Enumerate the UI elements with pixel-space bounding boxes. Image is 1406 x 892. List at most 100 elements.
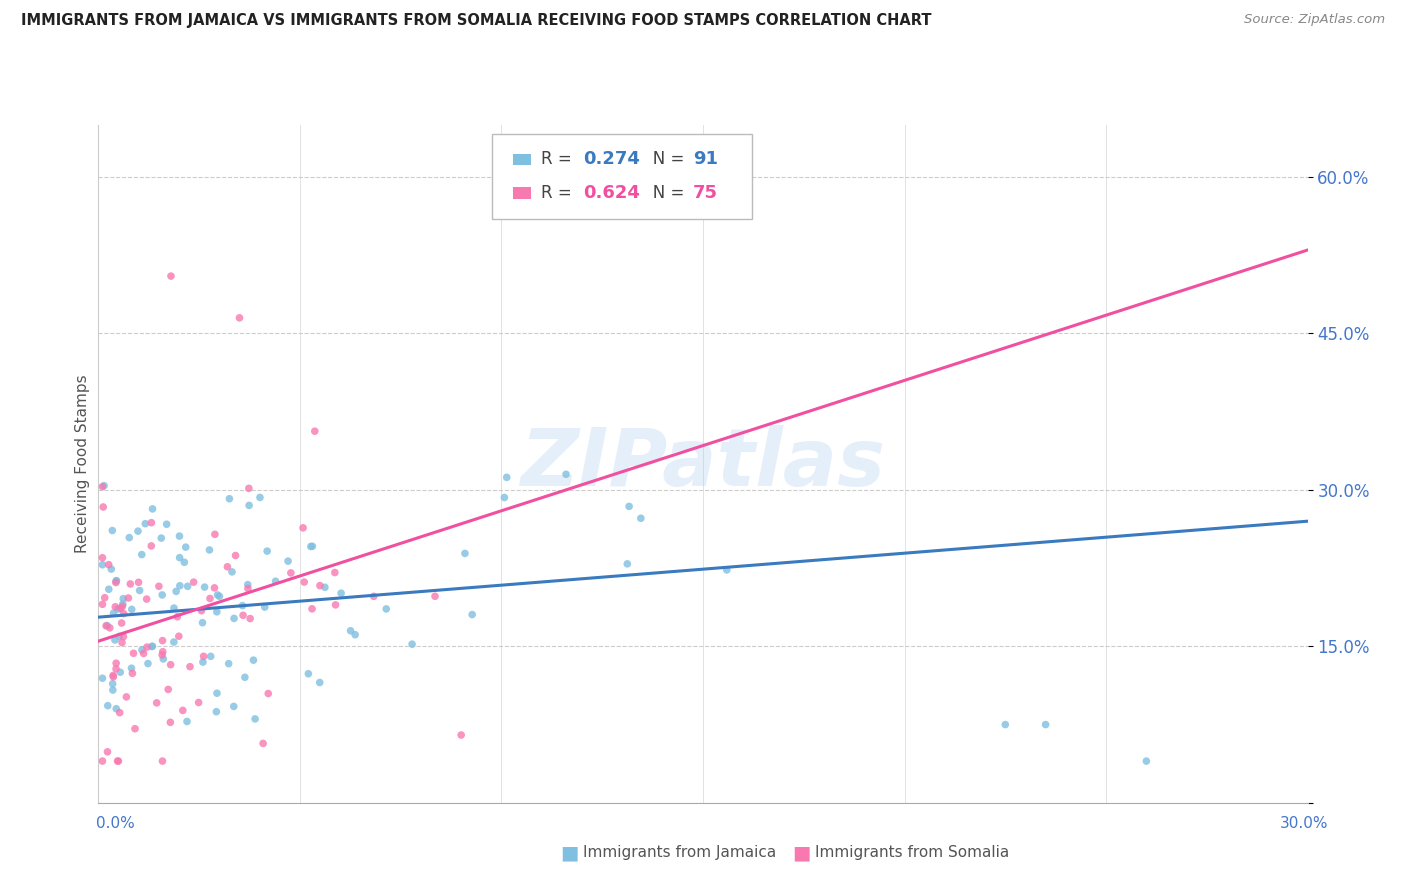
- Point: [120, 577, 142, 591]
- Point: [110, 601, 132, 615]
- Point: [231, 599, 253, 613]
- Point: [91, 550, 114, 565]
- Point: [191, 615, 214, 630]
- Point: [363, 590, 385, 604]
- Point: [152, 645, 174, 659]
- Point: [128, 583, 150, 598]
- Text: 91: 91: [693, 151, 718, 169]
- Point: [127, 524, 149, 538]
- Text: R =: R =: [541, 184, 578, 202]
- Point: [136, 657, 159, 671]
- Point: [148, 579, 170, 593]
- Text: R =: R =: [541, 151, 578, 169]
- Point: [108, 706, 131, 720]
- Point: [121, 666, 143, 681]
- Point: [105, 574, 128, 588]
- Point: [141, 640, 163, 654]
- Point: [93, 591, 115, 605]
- Point: [111, 599, 134, 614]
- Point: [152, 754, 174, 768]
- Point: [111, 597, 134, 611]
- Point: [111, 635, 134, 649]
- Point: [242, 653, 264, 667]
- Point: [204, 581, 226, 595]
- Point: [107, 754, 129, 768]
- Point: [108, 629, 131, 643]
- Point: [200, 649, 222, 664]
- Point: [93, 478, 115, 492]
- Point: [264, 574, 287, 589]
- Point: [128, 575, 150, 590]
- Text: N =: N =: [637, 151, 689, 169]
- Point: [118, 531, 141, 545]
- Point: [96, 745, 118, 759]
- Text: Immigrants from Jamaica: Immigrants from Jamaica: [583, 846, 776, 860]
- Point: [91, 754, 114, 768]
- Point: [236, 577, 259, 591]
- Point: [301, 602, 323, 616]
- Point: [101, 668, 124, 682]
- Point: [222, 611, 245, 625]
- Point: [104, 632, 127, 647]
- Point: [156, 517, 179, 532]
- Point: [207, 588, 229, 602]
- Point: [176, 714, 198, 729]
- Text: IMMIGRANTS FROM JAMAICA VS IMMIGRANTS FROM SOMALIA RECEIVING FOOD STAMPS CORRELA: IMMIGRANTS FROM JAMAICA VS IMMIGRANTS FR…: [21, 13, 932, 29]
- Point: [163, 601, 186, 615]
- Point: [194, 580, 217, 594]
- Point: [314, 580, 336, 594]
- Point: [495, 470, 517, 484]
- Point: [204, 527, 226, 541]
- Point: [205, 686, 228, 700]
- Point: [236, 582, 259, 596]
- Point: [136, 640, 159, 654]
- Point: [97, 558, 120, 572]
- Point: [141, 502, 163, 516]
- Point: [176, 579, 198, 593]
- Point: [115, 690, 138, 704]
- Point: [91, 597, 114, 611]
- Point: [91, 671, 114, 685]
- Text: 75: 75: [693, 184, 718, 202]
- Point: [297, 666, 319, 681]
- Point: [91, 480, 114, 494]
- Point: [94, 619, 117, 633]
- Point: [301, 539, 323, 553]
- Point: [150, 531, 173, 545]
- Point: [172, 703, 194, 717]
- Point: [205, 605, 228, 619]
- Point: [238, 481, 260, 495]
- Point: [101, 683, 124, 698]
- Point: [292, 575, 315, 590]
- Text: 30.0%: 30.0%: [1281, 816, 1329, 831]
- Point: [249, 491, 271, 505]
- Point: [228, 310, 250, 325]
- Point: [124, 722, 146, 736]
- Point: [1035, 717, 1057, 731]
- Point: [218, 657, 240, 671]
- Text: Source: ZipAtlas.com: Source: ZipAtlas.com: [1244, 13, 1385, 27]
- Point: [461, 607, 484, 622]
- Point: [174, 540, 197, 554]
- Point: [555, 467, 578, 482]
- Point: [166, 609, 188, 624]
- Text: ■: ■: [792, 843, 811, 863]
- Point: [112, 630, 135, 644]
- Point: [218, 491, 240, 506]
- Point: [1135, 754, 1157, 768]
- Point: [98, 621, 121, 635]
- Point: [103, 670, 125, 684]
- Point: [239, 611, 262, 625]
- Point: [163, 635, 186, 649]
- Y-axis label: Receiving Food Stamps: Receiving Food Stamps: [75, 375, 90, 553]
- Text: ZIPatlas: ZIPatlas: [520, 425, 886, 503]
- Point: [110, 615, 132, 630]
- Point: [141, 639, 163, 653]
- Point: [145, 696, 167, 710]
- Point: [131, 643, 153, 657]
- Text: 0.274: 0.274: [583, 151, 640, 169]
- Point: [165, 584, 187, 599]
- Point: [221, 565, 243, 579]
- Point: [91, 558, 114, 572]
- Point: [110, 665, 132, 680]
